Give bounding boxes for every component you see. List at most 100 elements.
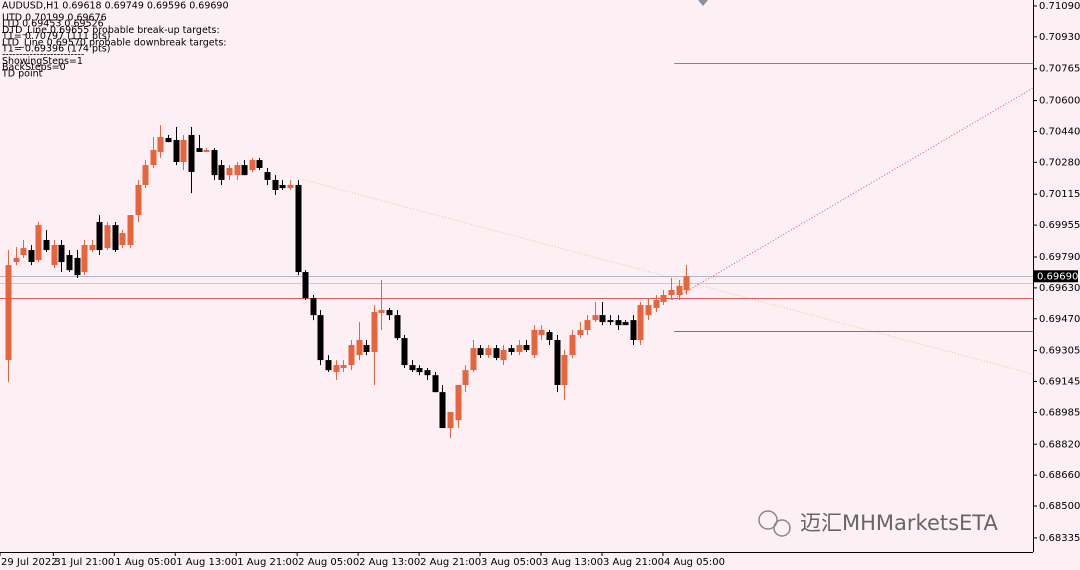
candle-body	[81, 245, 88, 273]
candle-body	[203, 150, 210, 152]
candle-body	[234, 165, 241, 176]
candle-body	[317, 315, 324, 361]
x-tick-label: 31 Jul 21:00	[54, 557, 114, 568]
candle-body	[584, 320, 591, 330]
candle-body	[264, 172, 271, 180]
candle-body	[348, 345, 355, 366]
y-tick-label: 0.70440	[1039, 126, 1080, 137]
candle-body	[615, 320, 622, 326]
candle-body	[196, 148, 203, 152]
candle-body	[493, 348, 500, 358]
x-tick-label: 2 Aug 13:00	[359, 557, 420, 568]
x-tick-label: 1 Aug 05:00	[115, 557, 176, 568]
candle-body	[256, 160, 263, 168]
candle-body	[683, 276, 690, 291]
x-tick-label: 1 Aug 21:00	[237, 557, 298, 568]
candle-body	[371, 312, 378, 352]
trend-line	[671, 87, 1034, 301]
candle-body	[516, 345, 523, 352]
x-tick-label: 3 Aug 05:00	[481, 557, 542, 568]
candle-body	[485, 348, 492, 356]
candle-body	[569, 334, 576, 356]
marks	[0, 63, 1033, 439]
candle-body	[439, 392, 446, 429]
candle-body	[310, 298, 317, 316]
candle-body	[538, 329, 545, 335]
candle-body	[165, 138, 172, 143]
candle-body	[157, 137, 164, 152]
candle-body	[637, 305, 644, 341]
candle-body	[142, 165, 149, 185]
annotation: BackSteps=0	[2, 62, 66, 73]
y-tick-label: 0.70765	[1039, 64, 1080, 75]
watermark: 迈汇MHMarketsETA	[758, 510, 999, 537]
trend-line	[296, 177, 1034, 375]
candle-body	[508, 348, 515, 352]
candle-body	[455, 384, 462, 421]
watermark-icon	[758, 510, 778, 530]
x-tick-label: 29 Jul 2022	[1, 557, 58, 568]
candle-body	[622, 322, 629, 326]
candle-body	[58, 245, 65, 263]
y-tick-label: 0.70600	[1039, 96, 1080, 107]
candle-body	[523, 345, 530, 351]
candle-body	[51, 245, 58, 266]
candle-body	[386, 310, 393, 316]
y-tick-label: 0.68660	[1039, 470, 1080, 481]
y-tick-label: 0.70930	[1039, 32, 1080, 43]
x-tick-label: 2 Aug 05:00	[298, 557, 359, 568]
candle-body	[287, 184, 294, 189]
candle-body	[66, 255, 73, 271]
candle-body	[89, 245, 96, 251]
candle-body	[432, 375, 439, 393]
header: AUDUSD,H1 0.69618 0.69749 0.69596 0.6969…	[2, 1, 229, 12]
candle-body	[249, 160, 256, 171]
candle-body	[28, 250, 35, 263]
candle-body	[96, 222, 103, 251]
y-tick-label: 0.68820	[1039, 439, 1080, 450]
candle-body	[645, 305, 652, 316]
candle-body	[356, 340, 363, 356]
candle-body	[226, 167, 233, 176]
annotation: TD point	[1, 68, 43, 79]
annotation: LTD 0.69453 0.69526	[2, 19, 104, 30]
x-tick-label: 3 Aug 21:00	[603, 557, 664, 568]
candle-body	[554, 340, 561, 385]
candle-body	[211, 150, 218, 176]
x-tick-label: 3 Aug 13:00	[542, 557, 603, 568]
candle-body	[241, 165, 248, 176]
y-tick-label: 0.69145	[1039, 377, 1080, 388]
candle-body	[592, 315, 599, 321]
candle-body	[500, 350, 507, 361]
y-tick-label: 0.68500	[1039, 501, 1080, 512]
candle-body	[325, 360, 332, 371]
candle-body	[668, 289, 675, 296]
candle-body	[447, 412, 454, 429]
y-tick-label: 0.68335	[1039, 533, 1080, 544]
annotation: LTD_Line 0.69570 probable downbreak targ…	[2, 37, 226, 48]
candle-body	[20, 248, 27, 256]
candle-body	[470, 348, 477, 371]
annotation: T1= 0.69396 (174 pts)	[1, 44, 110, 55]
candle-body	[35, 225, 42, 261]
candle-body	[660, 295, 667, 302]
candle-body	[424, 370, 431, 376]
candle-body	[150, 150, 157, 166]
y-tick-label: 0.71090	[1039, 1, 1080, 12]
candle-body	[272, 179, 279, 190]
candle-body	[401, 338, 408, 366]
candle-body	[340, 365, 347, 368]
candle-body	[599, 315, 606, 323]
candle-body	[378, 310, 385, 313]
candle-body	[577, 329, 584, 335]
candle-body	[218, 165, 225, 180]
candle-body	[531, 329, 538, 356]
candle-body	[74, 257, 81, 276]
y-tick-label: 0.70280	[1039, 157, 1080, 168]
candle-body	[188, 134, 195, 173]
y-tick-label: 0.69955	[1039, 220, 1080, 231]
candle-body	[302, 272, 309, 299]
candle-body	[546, 332, 553, 341]
candle-body	[5, 265, 12, 361]
